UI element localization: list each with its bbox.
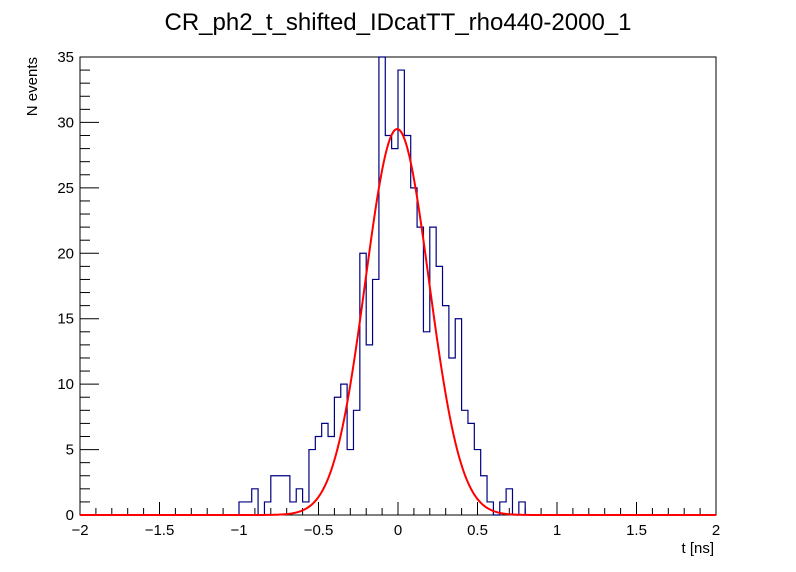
y-tick-label: 30 <box>57 114 74 131</box>
y-tick-label: 20 <box>57 245 74 262</box>
x-tick-label: −1 <box>230 522 247 539</box>
x-tick-label: 1.5 <box>626 522 647 539</box>
y-tick-label: 35 <box>57 49 74 66</box>
x-axis-title: t [ns] <box>681 540 714 557</box>
x-tick-label: 1 <box>553 522 561 539</box>
x-tick-label: 0 <box>394 522 402 539</box>
x-axis-ticks <box>79 502 717 515</box>
y-tick-label: 15 <box>57 311 74 328</box>
y-axis-title: N events <box>24 57 41 116</box>
x-axis-tick-labels: −2 −1.5 −1 −0.5 0 0.5 1 1.5 2 <box>71 522 720 539</box>
gaussian-fit-curve <box>80 128 716 516</box>
y-tick-label: 25 <box>57 180 74 197</box>
y-tick-label: 5 <box>66 442 74 459</box>
x-tick-label: −2 <box>71 522 88 539</box>
x-tick-label: −0.5 <box>304 522 334 539</box>
histogram-series <box>80 56 716 516</box>
x-tick-label: 2 <box>712 522 720 539</box>
x-tick-label: 0.5 <box>467 522 488 539</box>
y-axis-ticks <box>80 56 99 516</box>
x-tick-label: −1.5 <box>145 522 175 539</box>
y-axis-tick-labels: 0 5 10 15 20 25 30 35 <box>57 49 74 524</box>
chart-title: CR_ph2_t_shifted_IDcatTT_rho440-2000_1 <box>165 9 632 36</box>
y-tick-label: 0 <box>66 507 74 524</box>
y-tick-label: 10 <box>57 376 74 393</box>
